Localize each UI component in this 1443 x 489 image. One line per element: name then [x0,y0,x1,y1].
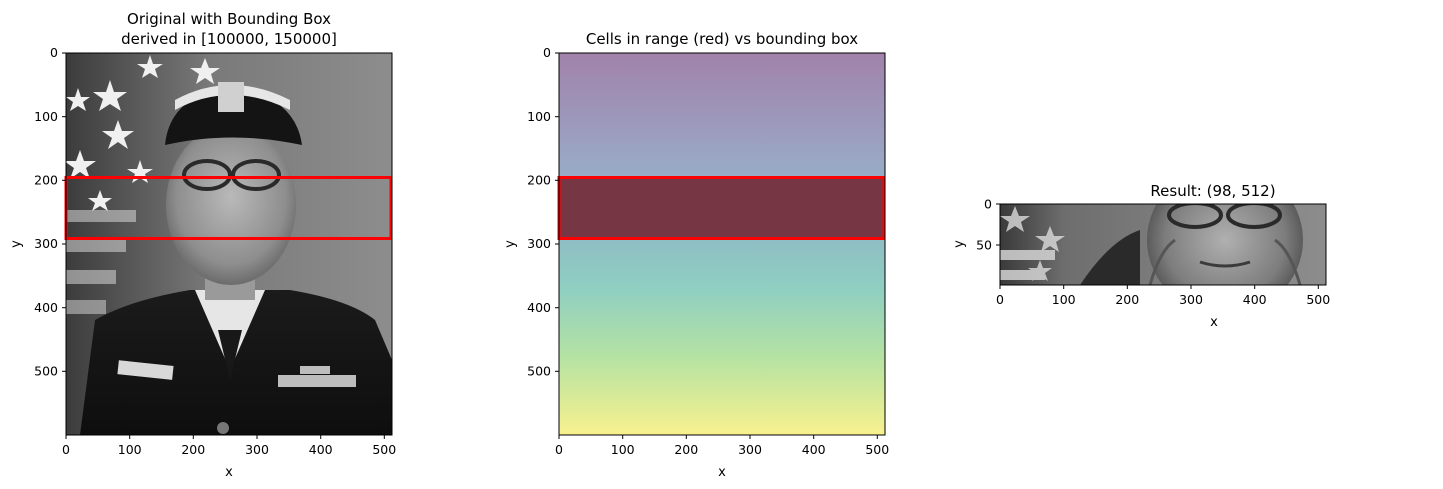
x-axis-label: x [718,465,726,480]
tick-label: 200 [181,442,205,457]
tick-label: 300 [245,442,269,457]
tick-label: 0 [543,45,551,60]
tick-label: 100 [118,442,142,457]
tick-label: 400 [802,442,826,457]
tick-label: 200 [34,173,58,188]
tick-label: 100 [611,442,635,457]
panel-result: Result: (98, 512) [952,182,1330,330]
tick-label: 0 [996,292,1004,307]
tick-label: 500 [34,364,58,379]
panel1-title-line1: Original with Bounding Box [127,10,331,28]
tick-label: 500 [865,442,889,457]
tick-label: 500 [1306,292,1330,307]
y-axis-label: y [952,240,967,248]
panel-cells: Cells in range (red) vs bounding box 0 1… [503,30,889,480]
panel1-yticks: 0 100 200 300 400 500 [34,45,66,379]
panel1-xticks: 0 100 200 300 400 500 [62,435,396,457]
panel2-title: Cells in range (red) vs bounding box [586,30,858,48]
panel1-title-line2: derived in [100000, 150000] [121,30,337,48]
tick-label: 0 [62,442,70,457]
tick-label: 200 [527,173,551,188]
tick-label: 50 [976,238,992,253]
y-axis-label: y [503,240,518,248]
colormap-image [559,53,885,435]
tick-label: 300 [1179,292,1203,307]
tick-label: 400 [1243,292,1267,307]
tick-label: 300 [527,236,551,251]
tick-label: 400 [527,300,551,315]
tick-label: 300 [34,236,58,251]
x-axis-label: x [1210,315,1218,330]
tick-label: 300 [738,442,762,457]
panel3-xticks: 0 100 200 300 400 500 [996,285,1330,307]
panel3-title: Result: (98, 512) [1150,182,1275,200]
panel2-yticks: 0 100 200 300 400 500 [527,45,559,379]
tick-label: 100 [1052,292,1076,307]
tick-label: 200 [1115,292,1139,307]
y-axis-label: y [9,240,24,248]
cells-in-range-highlight [559,177,885,239]
panel-original: Original with Bounding Box derived in [1… [9,10,396,480]
tick-label: 0 [984,197,992,212]
panel3-yticks: 0 50 [976,197,1000,253]
tick-label: 400 [309,442,333,457]
result-strip-image [1000,204,1326,285]
tick-label: 0 [50,45,58,60]
tick-label: 100 [527,109,551,124]
x-axis-label: x [225,465,233,480]
tick-label: 100 [34,109,58,124]
tick-label: 0 [555,442,563,457]
tick-label: 500 [527,364,551,379]
tick-label: 500 [372,442,396,457]
tick-label: 200 [674,442,698,457]
panel2-xticks: 0 100 200 300 400 500 [555,435,889,457]
portrait-image [66,53,392,435]
tick-label: 400 [34,300,58,315]
